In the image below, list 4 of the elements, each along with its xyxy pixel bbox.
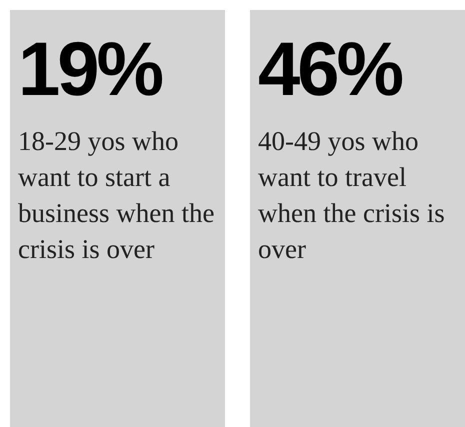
category-label: 40-49 yos who want to travel when the crisis is over — [258, 126, 445, 264]
data-label: 19% — [18, 27, 163, 112]
category-label: 18-29 yos who want to start a business when the crisis is over — [18, 126, 214, 264]
data-label: 46% — [258, 27, 403, 112]
